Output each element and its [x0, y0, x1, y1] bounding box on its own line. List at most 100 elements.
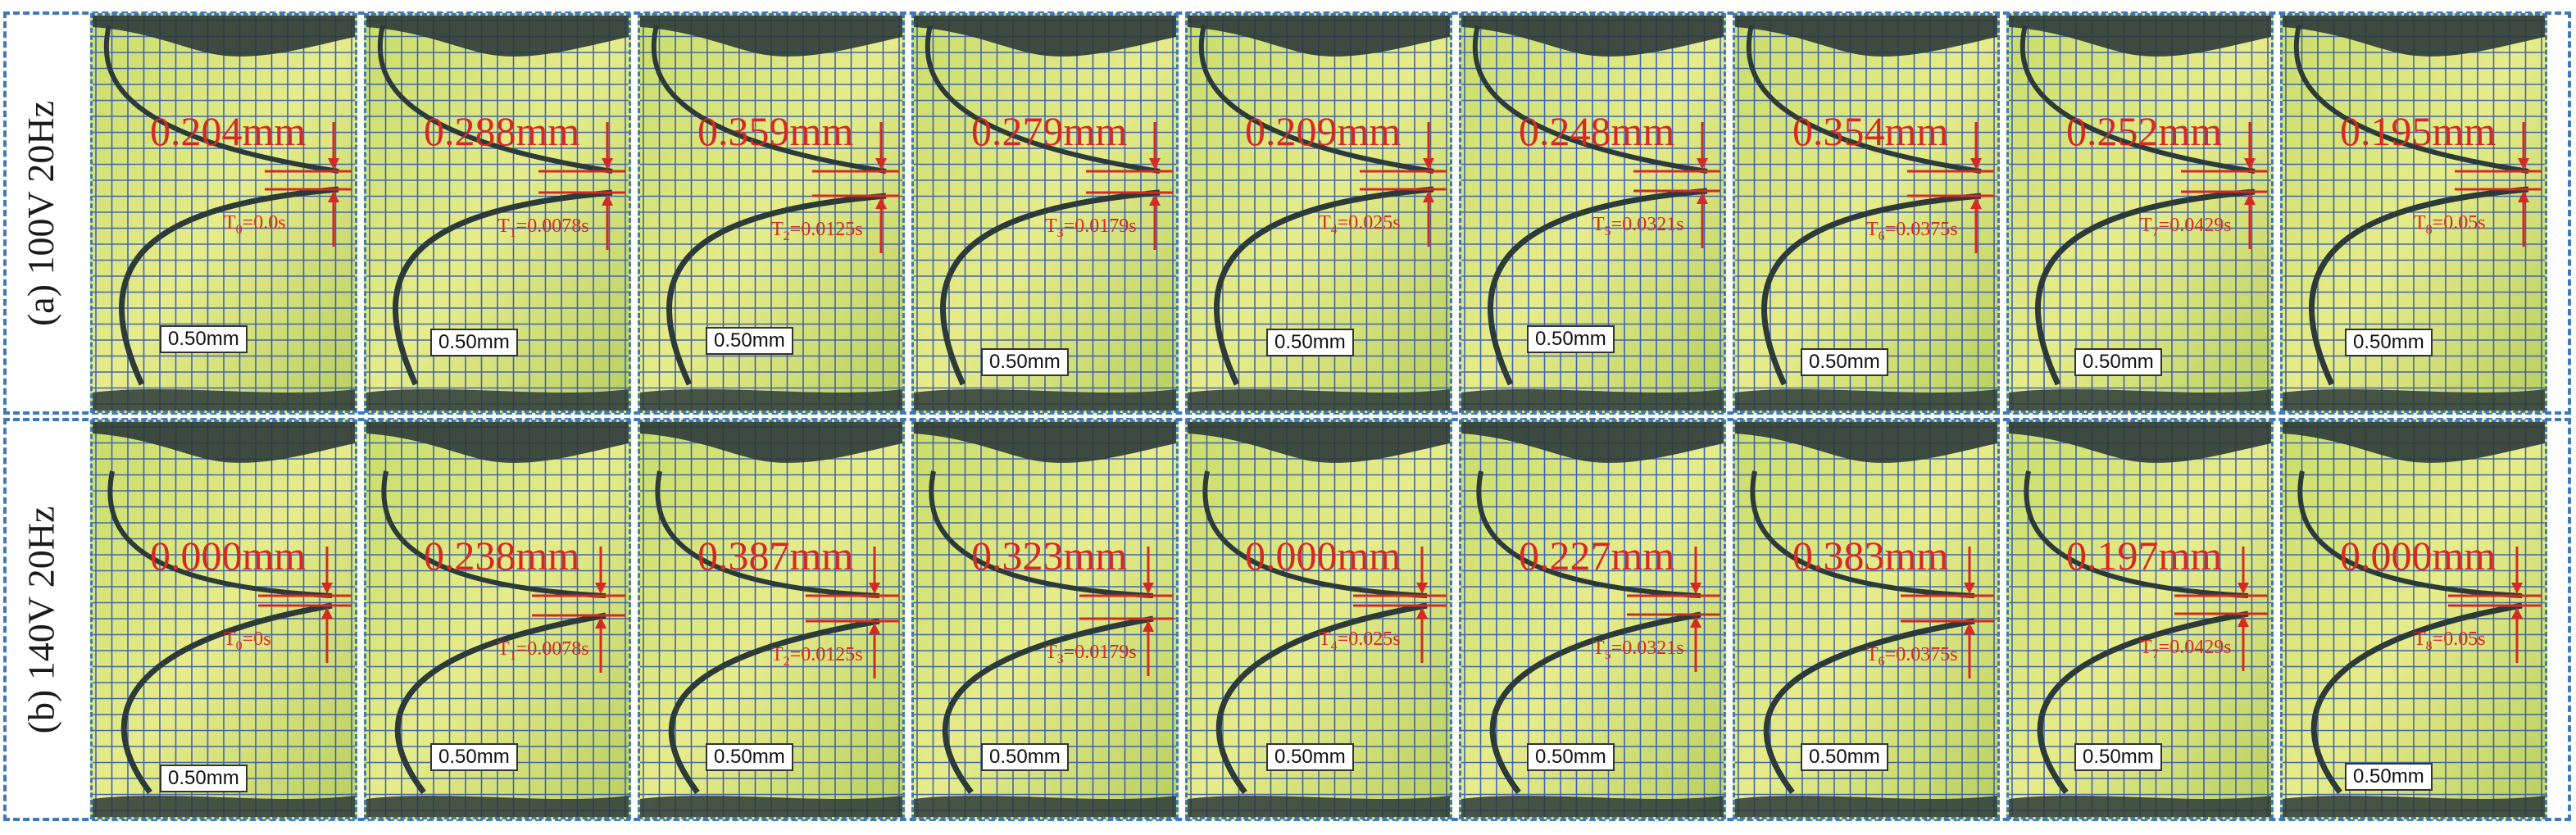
scale-bar-label: 0.50mm	[2345, 763, 2433, 791]
displacement-value: 0.359mm	[697, 108, 854, 154]
time-value: =0.025s	[1337, 212, 1401, 234]
frame-panel: 0.209mm T4=0.025s 0.50mm	[1185, 13, 1452, 413]
time-prefix: T	[224, 212, 236, 234]
time-prefix: T	[1592, 638, 1605, 659]
displacement-value: 0.000mm	[2340, 533, 2496, 579]
frame-panel: 0.248mm T5=0.0321s 0.50mm	[1459, 13, 1726, 413]
time-value: =0.0s	[242, 212, 286, 234]
time-subscript: 2	[783, 229, 790, 243]
time-value: =0.0429s	[2158, 637, 2232, 658]
scale-bar-label: 0.50mm	[2074, 743, 2162, 771]
row-label-text: (b) 140V 20Hz	[20, 506, 62, 733]
time-value: =0.0125s	[789, 644, 863, 665]
time-subscript: 8	[2425, 222, 2433, 237]
gap-marker	[1633, 122, 1720, 248]
time-label: T2=0.0125s	[771, 644, 863, 669]
time-subscript: 2	[783, 654, 790, 669]
grid	[640, 422, 902, 817]
scale-bar-label: 0.50mm	[160, 765, 248, 792]
micrograph	[1735, 16, 1997, 411]
time-prefix: T	[1045, 642, 1057, 663]
time-label: T6=0.0375s	[1866, 644, 1958, 669]
time-subscript: 1	[509, 648, 516, 663]
time-subscript: 5	[1604, 647, 1611, 662]
time-label: T3=0.0179s	[1045, 216, 1137, 241]
displacement-value: 0.000mm	[150, 533, 307, 579]
time-label: T4=0.025s	[1319, 212, 1401, 238]
gap-marker	[2181, 122, 2268, 249]
gap-marker	[2448, 547, 2542, 663]
time-subscript: 6	[1878, 654, 1885, 669]
time-value: =0.0078s	[516, 216, 589, 237]
displacement-value: 0.227mm	[1519, 533, 1675, 579]
scale-bar-label: 0.50mm	[160, 325, 248, 353]
time-label: T0=0.0s	[224, 212, 286, 238]
time-value: =0.0078s	[516, 638, 589, 660]
frame-panel: 0.279mm T3=0.0179s 0.50mm	[911, 13, 1179, 413]
time-value: =0.0125s	[789, 219, 863, 240]
time-subscript: 7	[2151, 225, 2159, 239]
displacement-value: 0.248mm	[1519, 108, 1675, 154]
time-label: T3=0.0179s	[1045, 642, 1137, 667]
time-prefix: T	[497, 638, 510, 660]
displacement-value: 0.238mm	[424, 533, 580, 579]
scale-bar-label: 0.50mm	[430, 743, 518, 771]
time-subscript: 8	[2425, 638, 2433, 653]
time-label: T8=0.05s	[2414, 629, 2486, 654]
frame-panel: 0.197mm T7=0.0429s 0.50mm	[2006, 420, 2274, 819]
time-subscript: 5	[1604, 224, 1611, 238]
time-subscript: 4	[1330, 638, 1338, 653]
time-prefix: T	[2414, 212, 2426, 234]
scale-bar-label: 0.50mm	[1266, 329, 1354, 356]
displacement-value: 0.195mm	[2340, 108, 2496, 154]
micrograph	[2009, 422, 2271, 817]
time-value: =0.0179s	[1063, 642, 1137, 663]
frame-panel: 0.387mm T2=0.0125s 0.50mm	[638, 420, 905, 819]
frame-panel: 0.288mm T1=0.0078s 0.50mm	[364, 13, 631, 413]
scale-bar-label: 0.50mm	[1266, 743, 1354, 771]
time-prefix: T	[2414, 629, 2426, 650]
time-label: T2=0.0125s	[771, 219, 863, 244]
row-label: (a) 100V 20Hz	[0, 11, 82, 415]
gap-marker	[1353, 547, 1447, 663]
displacement-value: 0.209mm	[1245, 108, 1402, 154]
displacement-value: 0.252mm	[2066, 108, 2223, 154]
displacement-value: 0.288mm	[424, 108, 580, 154]
time-value: =0.0321s	[1611, 638, 1684, 659]
time-value: =0.05s	[2432, 212, 2486, 234]
displacement-value: 0.000mm	[1245, 533, 1402, 579]
frame-panel: 0.323mm T3=0.0179s 0.50mm	[911, 420, 1179, 819]
gap-marker	[1901, 547, 1994, 678]
micrograph	[914, 422, 1176, 817]
time-prefix: T	[1866, 219, 1879, 240]
time-value: =0s	[242, 629, 271, 650]
frame-panel: 0.238mm T1=0.0078s 0.50mm	[364, 420, 631, 819]
micrograph	[2283, 422, 2545, 817]
micrograph	[93, 422, 355, 817]
displacement-value: 0.204mm	[150, 108, 307, 154]
scale-bar-label: 0.50mm	[430, 329, 518, 356]
row-label: (b) 140V 20Hz	[0, 418, 82, 821]
gap-marker	[1086, 122, 1173, 250]
micrograph	[2009, 16, 2271, 411]
time-label: T0=0s	[224, 629, 271, 654]
time-subscript: 0	[235, 638, 243, 653]
time-prefix: T	[2140, 215, 2152, 236]
grid	[1461, 16, 1724, 411]
time-subscript: 4	[1330, 222, 1338, 237]
scale-bar-label: 0.50mm	[981, 348, 1069, 376]
displacement-value: 0.197mm	[2066, 533, 2223, 579]
frame-panel: 0.359mm T2=0.0125s 0.50mm	[638, 13, 905, 413]
gap-marker	[265, 122, 352, 247]
row-label-text: (a) 100V 20Hz	[20, 100, 62, 326]
scale-bar-label: 0.50mm	[706, 327, 793, 355]
time-prefix: T	[1045, 216, 1057, 237]
time-value: =0.0429s	[2158, 215, 2232, 236]
time-prefix: T	[1319, 629, 1331, 650]
time-prefix: T	[224, 629, 236, 650]
scale-bar-label: 0.50mm	[1801, 743, 1888, 771]
micrograph	[914, 16, 1176, 411]
scale-bar-label: 0.50mm	[1527, 325, 1615, 353]
time-subscript: 6	[1878, 229, 1885, 243]
time-label: T1=0.0078s	[497, 638, 589, 664]
